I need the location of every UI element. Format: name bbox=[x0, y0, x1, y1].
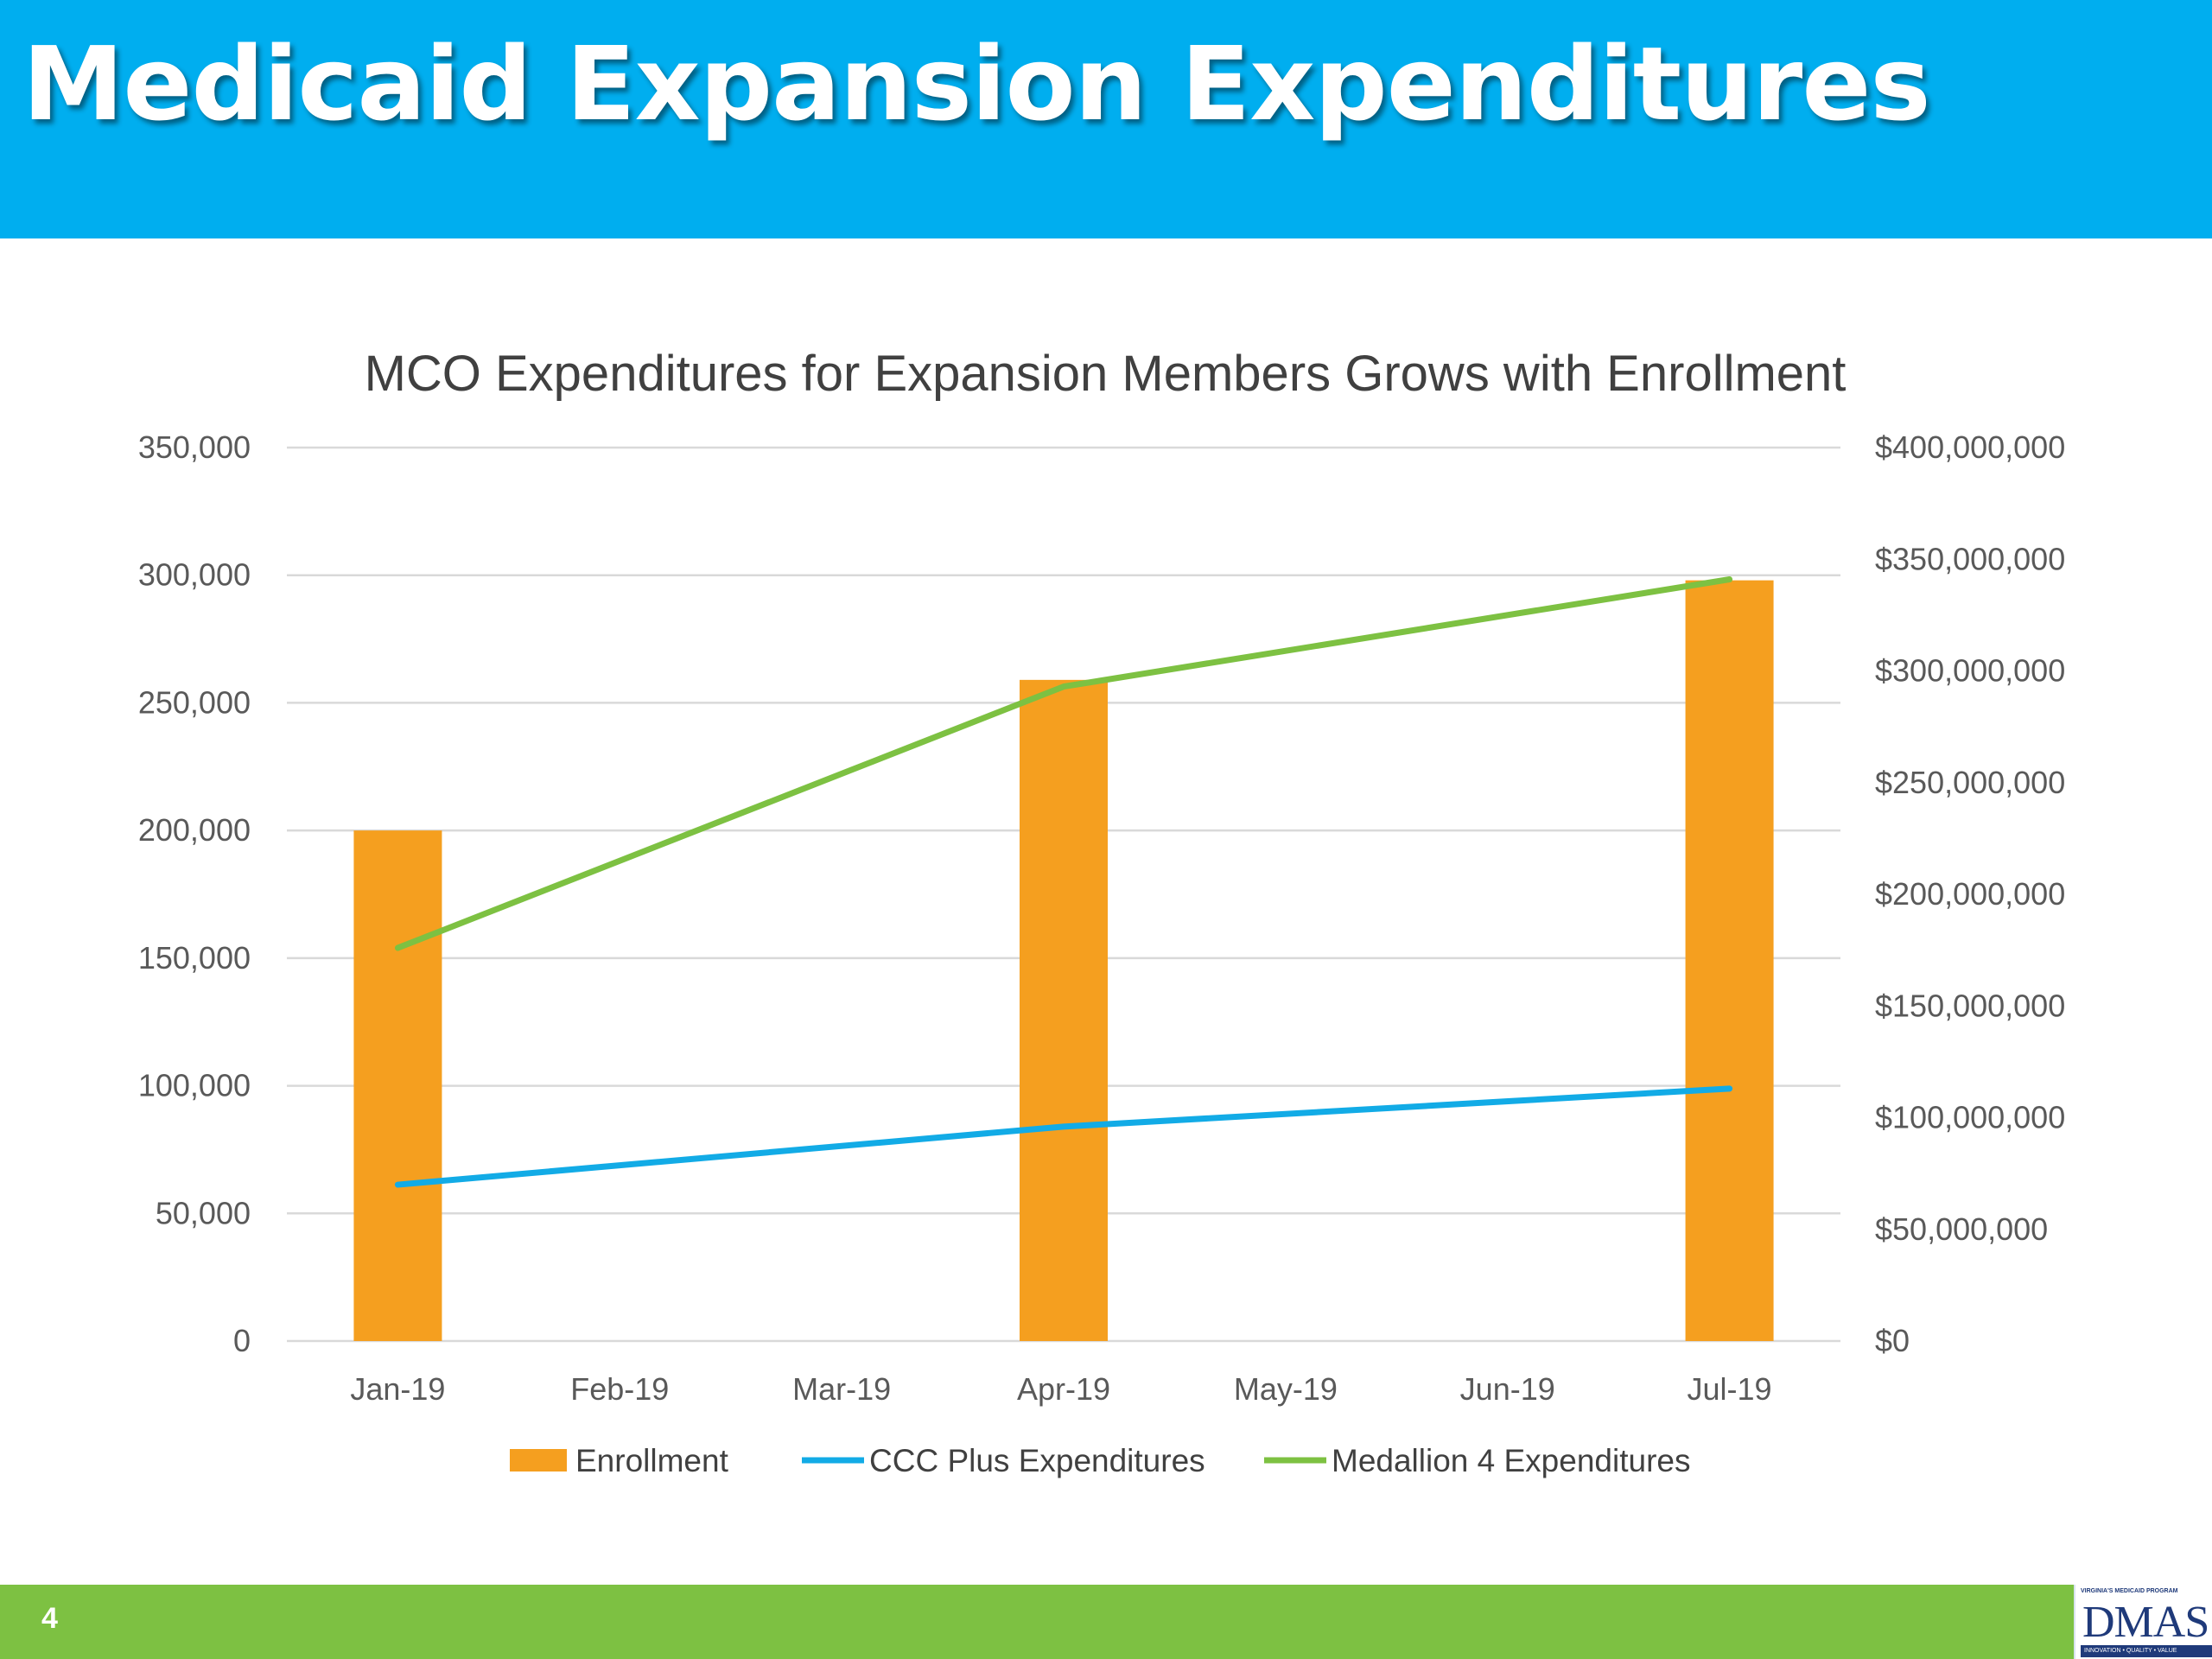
legend-swatch-enrollment bbox=[510, 1449, 567, 1471]
y-left-tick-label: 150,000 bbox=[138, 940, 251, 976]
y-right-tick-label: $400,000,000 bbox=[1875, 429, 2065, 465]
y-right-tick-label: $350,000,000 bbox=[1875, 541, 2065, 576]
legend: Enrollment CCC Plus Expenditures Medallion… bbox=[510, 1443, 1690, 1478]
enrollment-bar bbox=[1020, 679, 1108, 1341]
enrollment-bar bbox=[353, 830, 442, 1341]
y-left-tick-label: 250,000 bbox=[138, 684, 251, 720]
y-left-tick-label: 0 bbox=[233, 1323, 251, 1358]
legend-label-enrollment: Enrollment bbox=[575, 1443, 729, 1478]
x-tick-label: Jan-19 bbox=[350, 1371, 445, 1407]
y-right-tick-label: $300,000,000 bbox=[1875, 653, 2065, 689]
y-left-tick-label: 350,000 bbox=[138, 429, 251, 465]
medallion-4-expenditures-point bbox=[1063, 686, 1065, 688]
legend-label-medallion-4-expenditures: Medallion 4 Expenditures bbox=[1332, 1443, 1690, 1478]
x-tick-label: Feb-19 bbox=[570, 1371, 669, 1407]
page-number: 4 bbox=[41, 1602, 58, 1635]
enrollment-bars bbox=[353, 580, 1774, 1341]
title-banner: Medicaid Expansion Expenditures bbox=[0, 0, 2212, 238]
expenditure-lines bbox=[394, 576, 1733, 1188]
ccc-plus-expenditures-point bbox=[1729, 1088, 1731, 1090]
dmas-logo: VIRGINIA'S MEDICAID PROGRAM DMAS INNOVAT… bbox=[2074, 1585, 2212, 1659]
y-axis-right: $0 $50,000,000 $100,000,000 $150,000,000 $20… bbox=[1875, 429, 2065, 1358]
medallion-4-expenditures-point bbox=[397, 947, 398, 949]
x-tick-label: Mar-19 bbox=[792, 1371, 891, 1407]
footer-bar: 4 VIRGINIA'S MEDICAID PROGRAM DMAS INNOV… bbox=[0, 1585, 2212, 1659]
y-right-tick-label: $150,000,000 bbox=[1875, 988, 2065, 1023]
y-right-tick-label: $50,000,000 bbox=[1875, 1211, 2048, 1247]
chart: MCO Expenditures for Expansion Members G… bbox=[138, 346, 2065, 1478]
logo-tagline-top: VIRGINIA'S MEDICAID PROGRAM bbox=[2081, 1588, 2178, 1594]
x-tick-label: Jun-19 bbox=[1460, 1371, 1555, 1407]
y-left-tick-label: 300,000 bbox=[138, 557, 251, 593]
logo-bar bbox=[2081, 1645, 2212, 1657]
x-tick-label: May-19 bbox=[1234, 1371, 1338, 1407]
y-left-tick-label: 200,000 bbox=[138, 812, 251, 848]
enrollment-bar bbox=[1685, 580, 1774, 1341]
y-left-tick-label: 100,000 bbox=[138, 1068, 251, 1103]
y-right-tick-label: $100,000,000 bbox=[1875, 1100, 2065, 1135]
slide-title: Medicaid Expansion Expenditures bbox=[22, 24, 1931, 143]
y-right-tick-label: $200,000,000 bbox=[1875, 876, 2065, 912]
logo-tagline-bottom: INNOVATION • QUALITY • VALUE bbox=[2084, 1648, 2177, 1654]
logo-wordmark: DMAS bbox=[2082, 1598, 2209, 1647]
y-right-tick-label: $250,000,000 bbox=[1875, 765, 2065, 800]
y-right-tick-label: $0 bbox=[1875, 1323, 1910, 1358]
x-tick-label: Apr-19 bbox=[1017, 1371, 1110, 1407]
y-axis-left: 0 50,000 100,000 150,000 200,000 250,000 300,0… bbox=[138, 429, 251, 1358]
y-left-tick-label: 50,000 bbox=[156, 1195, 251, 1230]
legend-label-ccc-plus-expenditures: CCC Plus Expenditures bbox=[869, 1443, 1205, 1478]
x-tick-label: Jul-19 bbox=[1688, 1371, 1772, 1407]
medallion-4-expenditures-point bbox=[1729, 579, 1731, 581]
x-axis: Jan-19 Feb-19 Mar-19 Apr-19 May-19 Jun-19 Jul-… bbox=[350, 1371, 1771, 1407]
chart-title: MCO Expenditures for Expansion Members G… bbox=[365, 346, 1847, 402]
ccc-plus-expenditures-point bbox=[1063, 1126, 1065, 1128]
